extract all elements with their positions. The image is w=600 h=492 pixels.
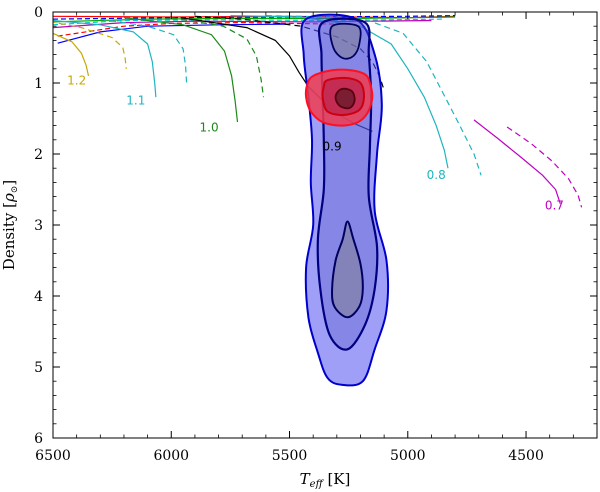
- x-tick-label: 5000: [390, 448, 426, 464]
- x-axis-label-unit: [K]: [323, 470, 351, 488]
- track-labels-layer: 1.2 1.1 1.0 0.9 0.8 0.7: [67, 73, 564, 212]
- y-axis-label-rho: ρ: [0, 193, 18, 203]
- track-0.7-solid: [473, 119, 561, 204]
- x-tick-label: 6500: [35, 448, 71, 464]
- y-tick-label: 0: [34, 5, 43, 21]
- x-axis-label: Teff [K]: [300, 470, 351, 490]
- y-axis-label: Density [ρ⊙]: [0, 180, 20, 270]
- y-tick-label: 2: [34, 147, 43, 163]
- y-tick-label: 6: [34, 431, 43, 447]
- mass-tracks-layer: [53, 15, 583, 208]
- track-label-0.7: 0.7: [545, 198, 564, 212]
- blue-contour-top-inner: [329, 22, 362, 60]
- track-1.0-solid: [123, 17, 239, 123]
- x-axis-label-sub: eff: [310, 479, 325, 490]
- track-1.1-solid: [53, 19, 157, 98]
- x-axis-label-main: T: [300, 470, 311, 488]
- y-tick-label: 3: [34, 218, 43, 234]
- track-1.1-dashed: [100, 18, 188, 84]
- y-axis-label-sun: ⊙: [10, 186, 20, 194]
- flat-track-line: [53, 16, 456, 23]
- ticks-layer: 6500 6000 5500 5000 4500 0 1 2 3 4 5 6: [34, 5, 598, 464]
- y-tick-label: 5: [34, 360, 43, 376]
- track-1.2-solid: [53, 32, 90, 77]
- track-1.0-dashed: [171, 17, 265, 98]
- track-1.2-dashed: [53, 21, 127, 69]
- x-tick-label: 5500: [272, 448, 308, 464]
- y-tick-label: 1: [34, 76, 43, 92]
- track-label-1.2: 1.2: [67, 73, 86, 87]
- y-axis-label-end: ]: [0, 180, 18, 186]
- track-label-0.8: 0.8: [427, 168, 446, 182]
- red-contour-inner: [334, 87, 356, 110]
- track-label-1.0: 1.0: [200, 120, 219, 134]
- x-tick-label: 4500: [508, 448, 544, 464]
- y-axis-label-main: Density [: [0, 202, 18, 270]
- flat-tracks-layer: [53, 15, 456, 44]
- blue-contour-inner: [331, 220, 364, 319]
- track-0.7-dashed: [506, 126, 583, 208]
- red-contours-layer: [304, 68, 374, 127]
- flat-track-line: [57, 23, 290, 44]
- x-tick-label: 6000: [153, 448, 189, 464]
- track-label-0.9: 0.9: [323, 140, 342, 154]
- track-0.8-dashed: [265, 15, 482, 176]
- y-tick-label: 4: [34, 289, 43, 305]
- track-label-1.1: 1.1: [126, 93, 145, 107]
